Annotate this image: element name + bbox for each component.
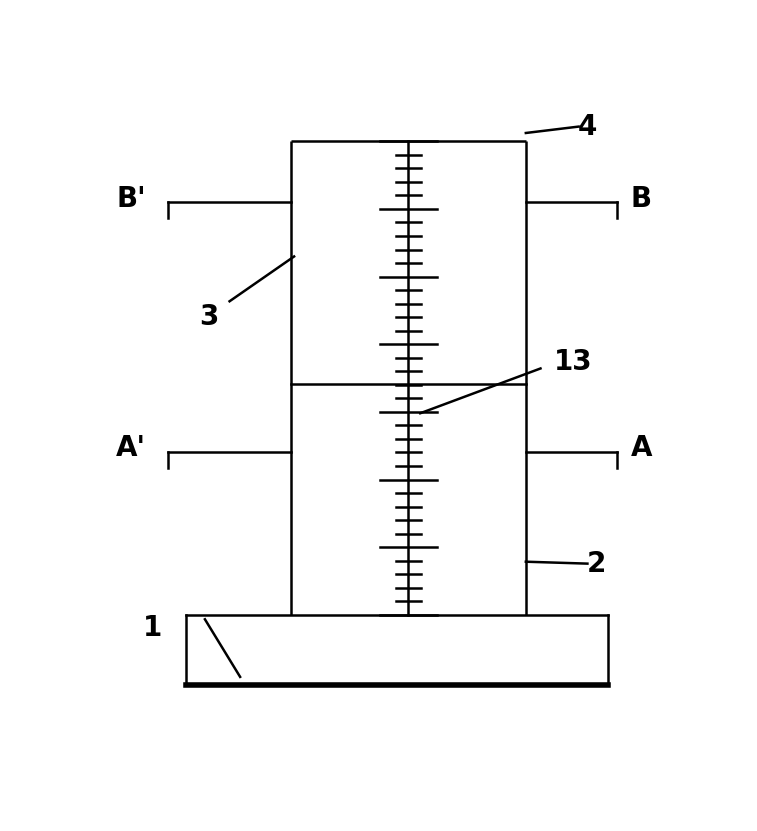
Text: B: B — [631, 185, 652, 213]
Text: A: A — [631, 435, 653, 462]
Text: 4: 4 — [578, 112, 597, 140]
Text: 3: 3 — [199, 303, 219, 332]
Text: 1: 1 — [142, 613, 162, 642]
Text: B': B' — [116, 185, 146, 213]
Text: 13: 13 — [553, 348, 592, 376]
Text: 2: 2 — [587, 549, 606, 578]
Text: A': A' — [116, 435, 146, 462]
